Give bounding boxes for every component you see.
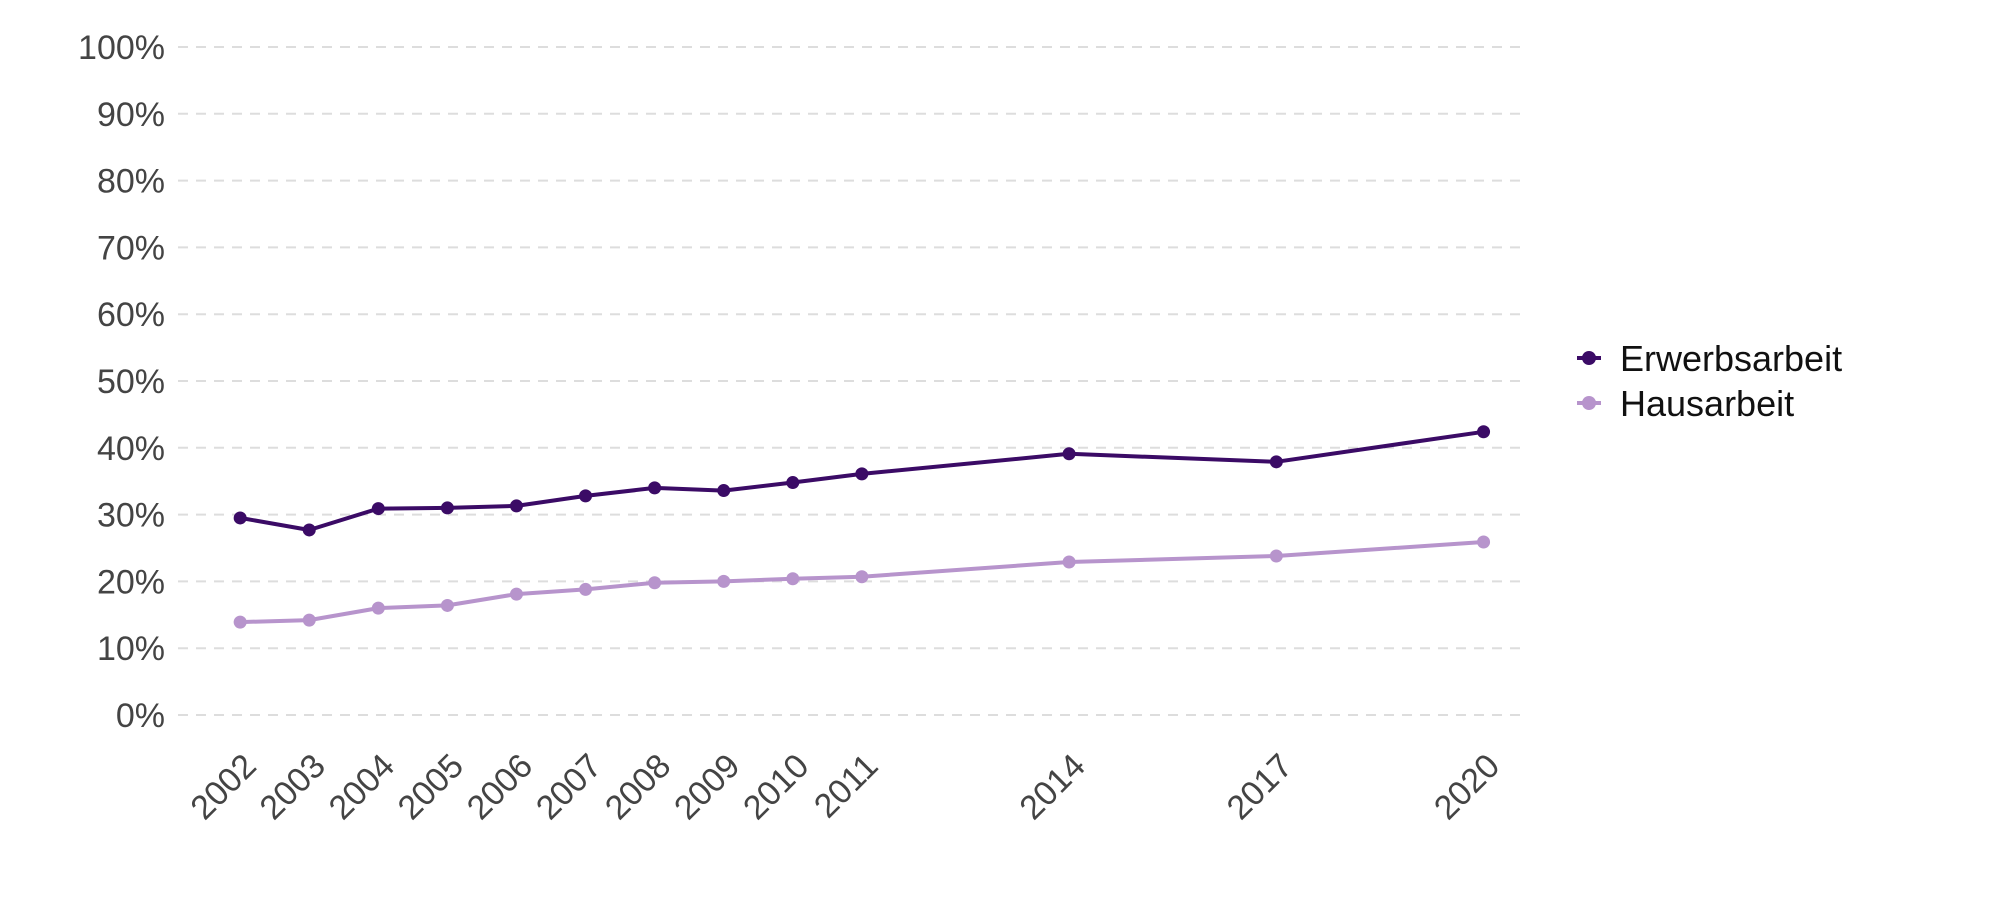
y-tick-label: 80% bbox=[97, 163, 165, 201]
legend-item: Hausarbeit bbox=[1577, 383, 1794, 424]
legend-swatch-marker bbox=[1582, 351, 1596, 365]
x-tick-label: 2006 bbox=[460, 747, 540, 827]
data-point bbox=[302, 523, 316, 537]
legend-label: Erwerbsarbeit bbox=[1620, 338, 1842, 379]
data-point bbox=[1269, 549, 1283, 563]
data-point bbox=[1477, 535, 1491, 549]
x-tick-label: 2004 bbox=[322, 747, 402, 827]
x-tick-label: 2005 bbox=[391, 747, 471, 827]
data-point bbox=[648, 576, 662, 590]
data-point bbox=[717, 574, 731, 588]
x-tick-label: 2002 bbox=[183, 747, 263, 827]
x-tick-label: 2014 bbox=[1012, 747, 1092, 827]
series-hausarbeit bbox=[233, 535, 1491, 629]
data-point bbox=[371, 502, 385, 516]
legend-item: Erwerbsarbeit bbox=[1577, 338, 1842, 379]
y-tick-label: 20% bbox=[97, 563, 165, 601]
y-tick-label: 70% bbox=[97, 229, 165, 267]
y-axis-ticks: 0% 10% 20% 30% 40% 50% 60% 70% 80% 90% 100% bbox=[78, 29, 165, 735]
data-point bbox=[440, 598, 454, 612]
data-point bbox=[440, 501, 454, 515]
data-point bbox=[1269, 455, 1283, 469]
series-lines bbox=[233, 425, 1491, 629]
legend-label: Hausarbeit bbox=[1620, 383, 1794, 424]
data-point bbox=[1477, 425, 1491, 439]
data-point bbox=[786, 572, 800, 586]
data-point bbox=[509, 587, 523, 601]
y-tick-label: 30% bbox=[97, 497, 165, 535]
y-tick-label: 0% bbox=[116, 697, 165, 735]
data-point bbox=[717, 484, 731, 498]
y-tick-label: 100% bbox=[78, 29, 165, 67]
data-point bbox=[1062, 447, 1076, 461]
data-point bbox=[371, 601, 385, 615]
data-point bbox=[855, 570, 869, 584]
x-tick-label: 2011 bbox=[807, 747, 886, 826]
data-point bbox=[509, 499, 523, 513]
data-point bbox=[648, 481, 662, 495]
y-tick-label: 50% bbox=[97, 363, 165, 401]
data-point bbox=[786, 476, 800, 490]
x-tick-label: 2010 bbox=[736, 747, 816, 827]
y-tick-label: 10% bbox=[97, 630, 165, 668]
data-point bbox=[233, 511, 247, 525]
data-point bbox=[579, 489, 593, 503]
data-point bbox=[579, 582, 593, 596]
gridlines bbox=[178, 46, 1525, 716]
x-axis-ticks: 2002200320042005200620072008200920102011… bbox=[183, 747, 1507, 827]
series-erwerbsarbeit bbox=[233, 425, 1491, 537]
y-tick-label: 60% bbox=[97, 296, 165, 334]
data-point bbox=[233, 615, 247, 629]
data-point bbox=[302, 613, 316, 627]
x-tick-label: 2007 bbox=[529, 747, 609, 827]
y-tick-label: 40% bbox=[97, 430, 165, 468]
x-tick-label: 2008 bbox=[598, 747, 678, 827]
x-tick-label: 2017 bbox=[1220, 747, 1300, 827]
x-tick-label: 2009 bbox=[667, 747, 747, 827]
data-point bbox=[1062, 555, 1076, 569]
x-tick-label: 2020 bbox=[1427, 747, 1507, 827]
legend-swatch-marker bbox=[1582, 396, 1596, 410]
x-tick-label: 2003 bbox=[253, 747, 333, 827]
data-point bbox=[855, 467, 869, 481]
y-tick-label: 90% bbox=[97, 96, 165, 134]
